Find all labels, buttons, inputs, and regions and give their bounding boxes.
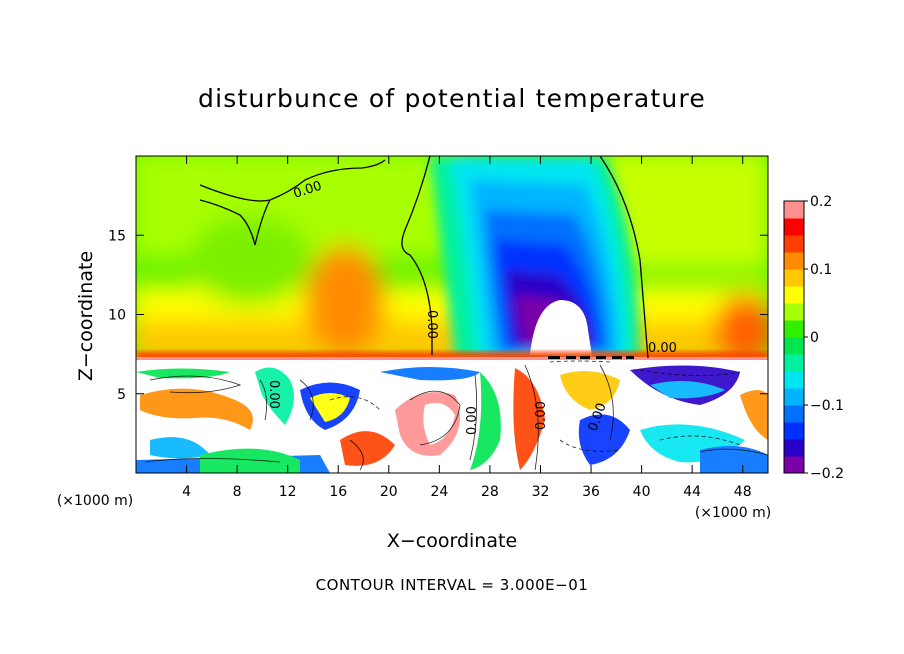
colorbar-swatch [784, 320, 804, 338]
colorbar-swatch [784, 388, 804, 406]
colorbar-tick-label: 0.1 [810, 262, 832, 278]
chart-title: disturbunce of potential temperature [198, 84, 706, 113]
x-tick-label: 8 [233, 484, 242, 500]
colorbar-swatch [784, 269, 804, 287]
x-tick-label: 44 [683, 484, 701, 500]
colorbar-swatch [784, 456, 804, 474]
colorbar-swatch [784, 286, 804, 304]
colorbar-swatch [784, 354, 804, 372]
x-tick-label: 16 [329, 484, 347, 500]
contour-label: 0.00 [648, 341, 677, 356]
contour-label: 0.00 [534, 401, 549, 430]
colorbar: 0.2 0.1 0 −0.1 −0.2 [783, 194, 844, 482]
colorbar-swatch [784, 303, 804, 321]
colorbar-tick-label: 0 [810, 330, 819, 346]
colorbar-tick-label: −0.2 [810, 466, 844, 482]
x-axis-label: X−coordinate [387, 530, 517, 552]
colorbar-swatch [784, 218, 804, 236]
colorbar-swatch [784, 405, 804, 423]
x-tick-label: 36 [582, 484, 600, 500]
colorbar-swatch [784, 252, 804, 270]
colorbar-swatch [784, 439, 804, 457]
x-tick-label: 12 [279, 484, 297, 500]
y-tick-label: 15 [108, 228, 126, 244]
x-unit-label-right: (×1000 m) [695, 505, 771, 521]
colorbar-swatch [784, 422, 804, 440]
y-tick-label: 5 [117, 387, 126, 403]
contour-label: 0.00 [424, 310, 439, 339]
x-tick-label: 48 [734, 484, 752, 500]
colorbar-swatch [784, 201, 804, 219]
x-tick-label: 32 [532, 484, 550, 500]
x-unit-label-left: (×1000 m) [57, 493, 133, 509]
x-tick-label: 20 [380, 484, 398, 500]
contour-label: 0.00 [465, 406, 480, 435]
x-tick-label: 24 [430, 484, 448, 500]
x-axis: 4 8 12 16 20 24 28 32 36 40 44 48 [182, 156, 752, 500]
contour-label: 0.00 [266, 380, 281, 409]
colorbar-swatch [784, 371, 804, 389]
x-tick-label: 4 [182, 484, 191, 500]
y-axis: 5 10 15 [108, 228, 768, 403]
colorbar-tick-label: −0.1 [810, 398, 844, 414]
colorbar-swatch [784, 337, 804, 355]
heatmap-field [136, 156, 768, 473]
colorbar-swatch [784, 235, 804, 253]
y-tick-label: 10 [108, 308, 126, 324]
x-tick-label: 40 [633, 484, 651, 500]
contour-interval-note: CONTOUR INTERVAL = 3.000E−01 [315, 576, 589, 594]
y-axis-label: Z−coordinate [75, 251, 97, 381]
colorbar-tick-label: 0.2 [810, 194, 832, 210]
x-tick-label: 28 [481, 484, 499, 500]
